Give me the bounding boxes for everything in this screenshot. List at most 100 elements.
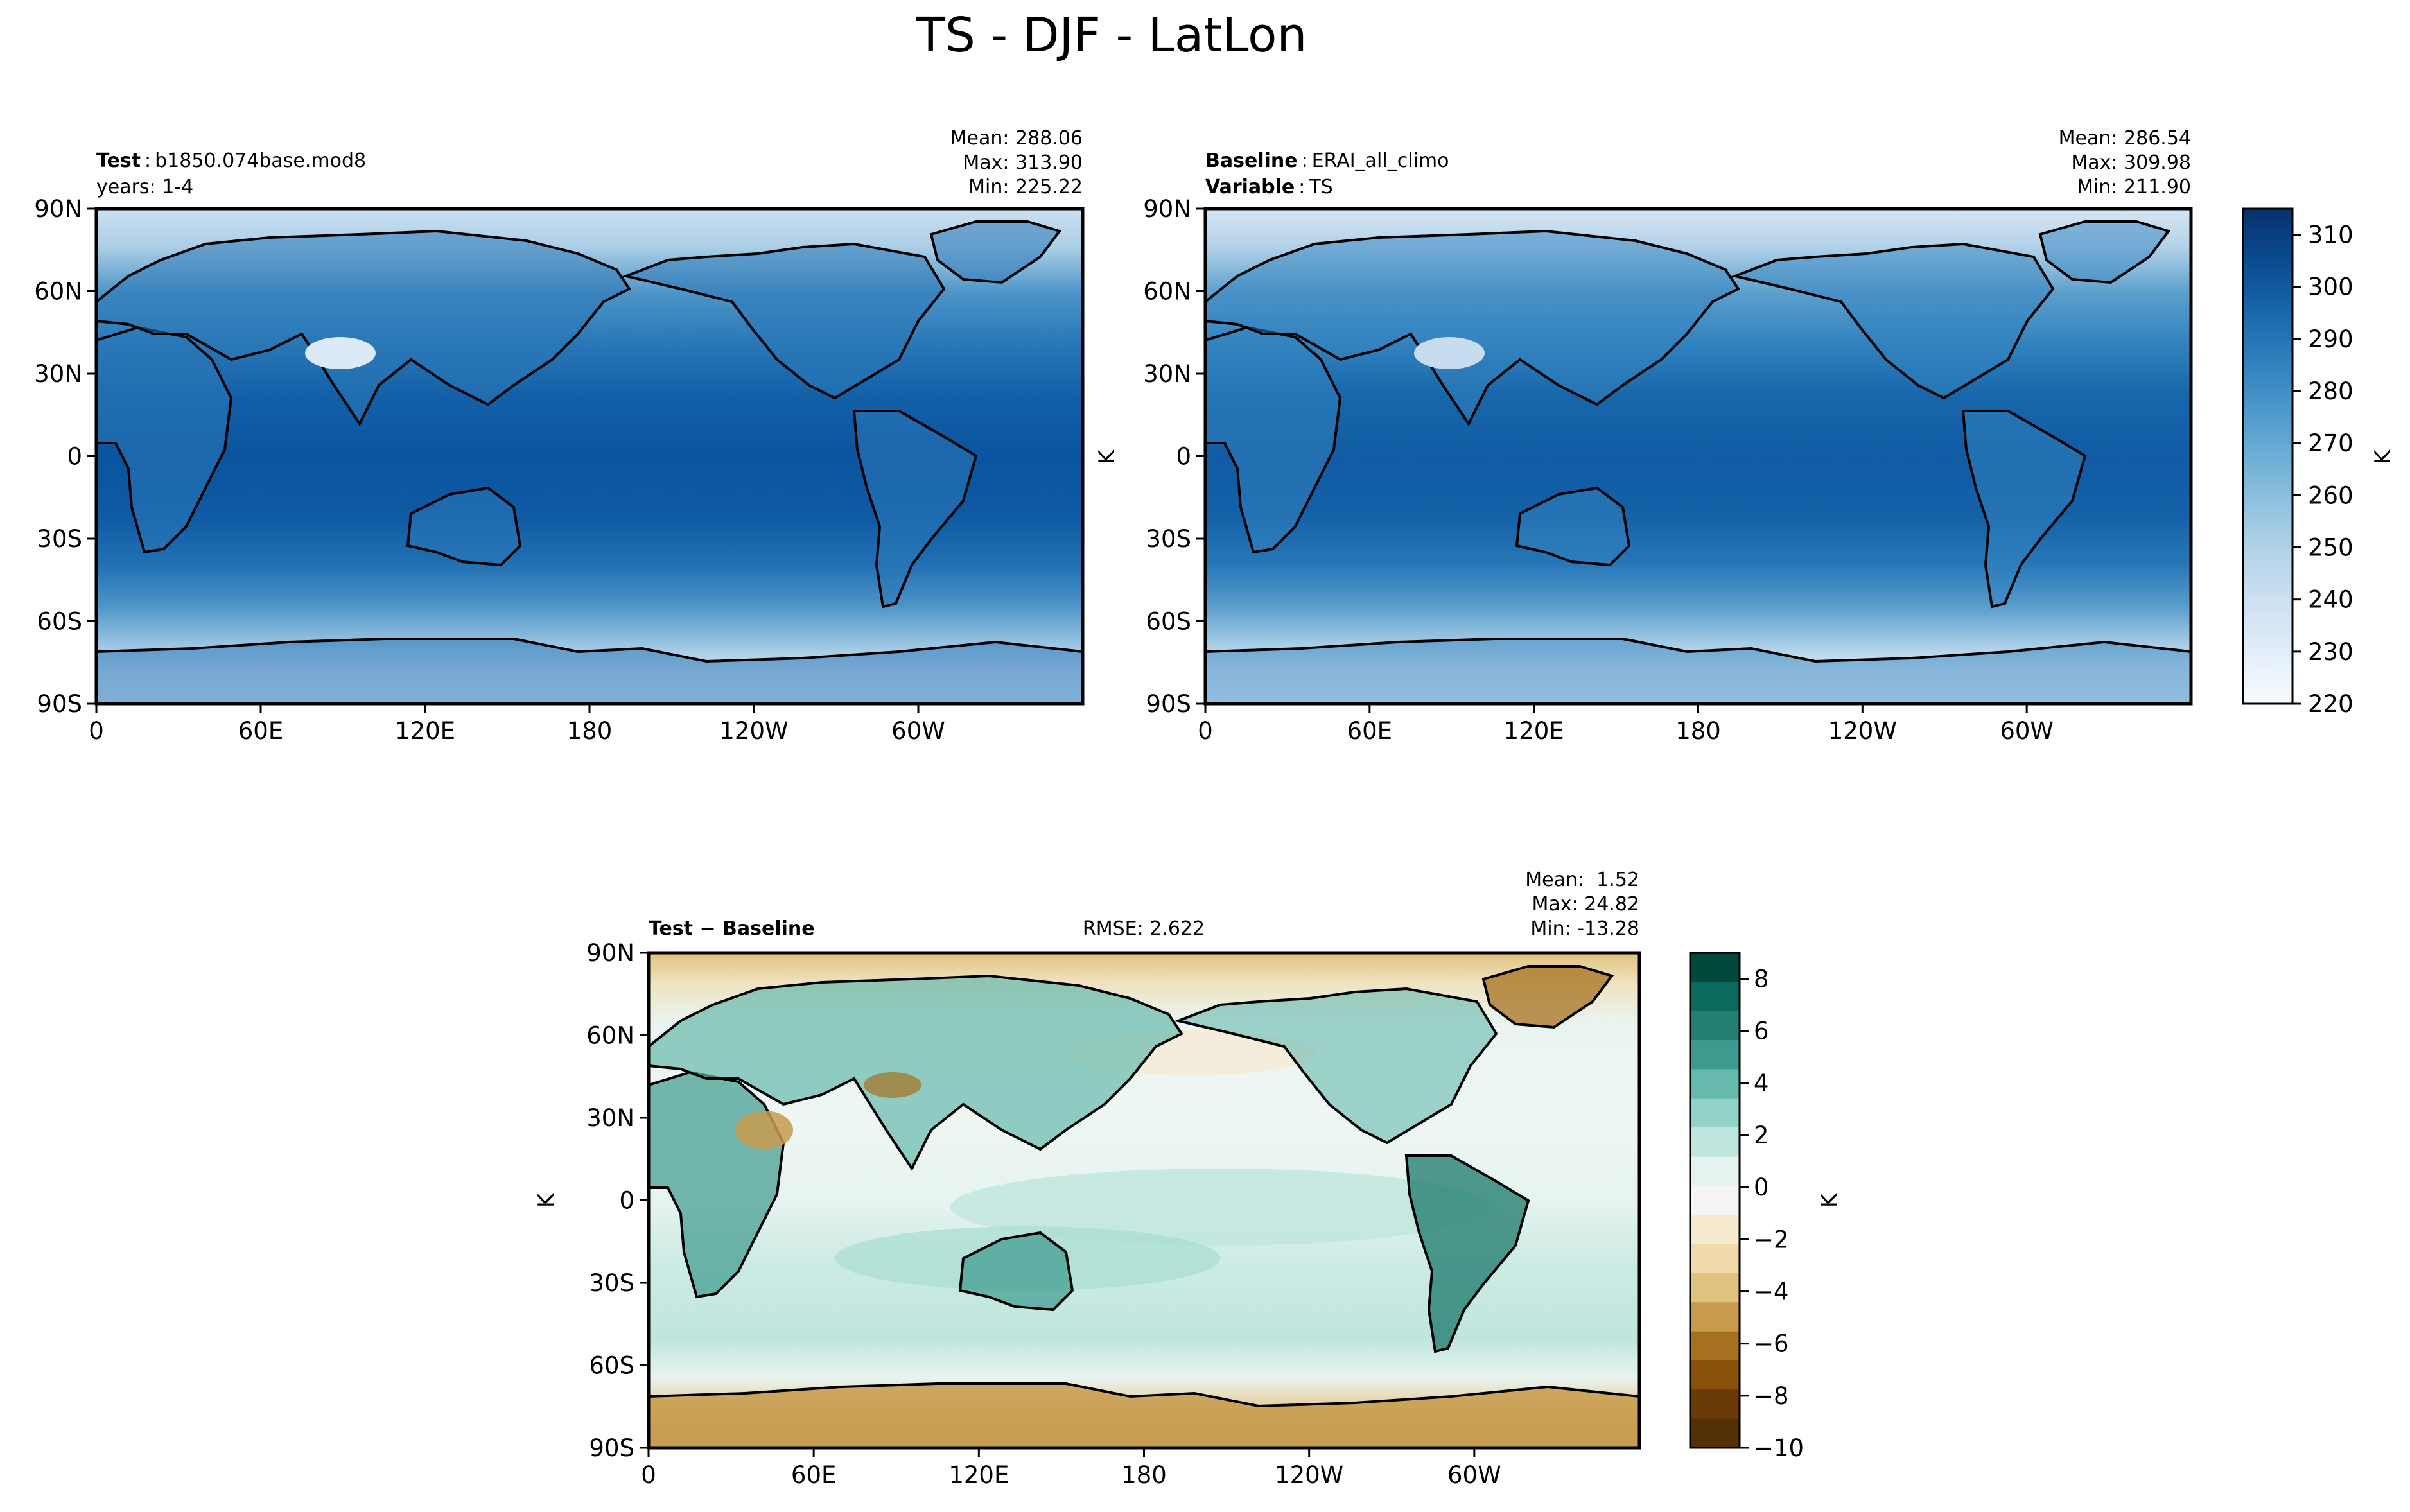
y-tick-label: 90S	[1146, 690, 1191, 718]
colorbar-tick-label: 6	[1754, 1018, 1769, 1045]
colorbar-tick-label: −2	[1754, 1226, 1789, 1253]
x-tick-label: 120W	[1828, 717, 1897, 745]
colorbar-band	[1690, 1302, 1740, 1332]
test-continents	[96, 220, 1083, 704]
test-greenland-outline	[929, 220, 1062, 284]
difference-rmse: RMSE: 2.622	[1083, 917, 1205, 940]
x-tick-label: 120E	[1504, 717, 1564, 745]
difference-colorbar-label: K	[1817, 1192, 1842, 1208]
baseline-africa-outline	[1205, 326, 1342, 554]
colorbar-band	[1690, 1185, 1740, 1215]
x-tick-label: 0	[641, 1461, 656, 1489]
y-tick-label: 0	[619, 1187, 634, 1215]
baseline-panel: Baseline: ERAI_all_climo Variable: TS Mean…	[1094, 127, 2396, 745]
y-tick-label: 30S	[1146, 525, 1191, 553]
y-tick-label: 60N	[586, 1022, 634, 1050]
x-tick-label: 120E	[948, 1461, 1009, 1489]
x-tick-label: 60W	[891, 717, 945, 745]
difference-southamerica-outline	[1404, 1154, 1530, 1353]
baseline-stat-min: Min: 211.90	[2077, 176, 2191, 198]
difference-tibet-warm-spot	[864, 1072, 921, 1098]
baseline-label-value: ERAI_all_climo	[1312, 150, 1449, 172]
difference-greenland-outline	[1481, 965, 1614, 1029]
y-tick-label: 90N	[586, 939, 634, 967]
colorbar-band	[1690, 1418, 1740, 1448]
test-australia-outline	[406, 486, 522, 567]
baseline-y-ticks: 90N 60N 30N 0 30S 60S 90S	[1143, 195, 1205, 718]
colorbar-tick-label: 8	[1754, 966, 1769, 993]
x-tick-label: 60W	[2000, 717, 2054, 745]
colorbar-tick-label: 230	[2308, 638, 2353, 666]
colorbar-tick-label: 300	[2308, 274, 2353, 301]
difference-panel: Test − Baseline RMSE: 2.622 Mean: 1.52 M…	[534, 869, 1842, 1489]
baseline-stat-mean: Mean: 286.54	[2059, 127, 2191, 150]
colorbar-band	[1690, 1244, 1740, 1274]
x-tick-label: 180	[1121, 1461, 1167, 1489]
test-label-value: b1850.074base.mod8	[155, 150, 366, 172]
colorbar-band	[1690, 1127, 1740, 1157]
colorbar-tick-label: 220	[2308, 690, 2353, 718]
x-tick-label: 180	[1675, 717, 1721, 745]
x-tick-label: 120W	[719, 717, 788, 745]
colorbar-band	[1690, 1098, 1740, 1128]
test-label-line2: years: 1-4	[96, 176, 193, 198]
x-tick-label: 0	[1198, 717, 1213, 745]
difference-stat-mean: Mean: 1.52	[1525, 869, 1639, 891]
colorbar-band	[1690, 953, 1740, 982]
baseline-label-line1: Baseline: ERAI_all_climo	[1205, 150, 1449, 172]
test-stat-max: Max: 313.90	[963, 152, 1083, 174]
test-panel: Test: b1850.074base.mod8 years: 1-4 Mean:…	[34, 127, 1085, 745]
colorbar-tick-label: 280	[2308, 378, 2353, 405]
x-tick-label: 60W	[1447, 1461, 1501, 1489]
colorbar-band	[1690, 1360, 1740, 1390]
baseline-label-bold: Baseline	[1205, 150, 1298, 172]
colorbar-tick-label: −10	[1754, 1434, 1804, 1462]
difference-stat-min: Min: -13.28	[1530, 917, 1639, 940]
baseline-australia-outline	[1515, 486, 1631, 567]
y-tick-label: 30N	[586, 1104, 634, 1132]
test-northamerica-outline	[622, 242, 946, 400]
x-tick-label: 60E	[238, 717, 283, 745]
variable-label-value: TS	[1308, 176, 1332, 198]
colorbar-tick-label: 4	[1754, 1070, 1769, 1097]
x-tick-label: 60E	[791, 1461, 836, 1489]
baseline-antarctica-outline	[1205, 638, 2191, 704]
y-tick-label: 0	[1176, 443, 1191, 471]
x-tick-label: 60E	[1347, 717, 1392, 745]
y-tick-label: 0	[67, 443, 82, 471]
baseline-continents	[1205, 220, 2191, 704]
y-tick-label: 60S	[589, 1352, 634, 1380]
colorbar-tick-label: 310	[2308, 222, 2353, 249]
baseline-tibet-cold-spot	[1414, 337, 1485, 369]
colorbar-tick-label: 290	[2308, 326, 2353, 353]
colorbar-tick-label: 0	[1754, 1174, 1769, 1201]
x-tick-label: 120E	[395, 717, 455, 745]
difference-colorbar-frame	[1689, 952, 1741, 1449]
difference-stat-max: Max: 24.82	[1532, 893, 1639, 916]
difference-colorbar: 8 6 4 2 0 −2 −4 −6 −8 −10 K	[1689, 952, 1842, 1462]
test-africa-outline	[96, 326, 233, 554]
difference-eurasia-outline	[649, 974, 1183, 1171]
baseline-greenland-outline	[2038, 220, 2171, 284]
colorbar-band	[1690, 1331, 1740, 1361]
y-tick-label: 30N	[1143, 360, 1191, 388]
baseline-northamerica-outline	[1731, 242, 2055, 400]
test-stat-min: Min: 225.22	[968, 176, 1083, 198]
test-x-ticks: 0 60E 120E 180 120W 60W	[89, 704, 945, 745]
baseline-eurasia-outline	[1205, 229, 1740, 426]
difference-northamerica-outline	[1174, 987, 1498, 1145]
y-tick-label: 90N	[34, 195, 82, 223]
y-tick-label: 60N	[1143, 278, 1191, 306]
colorbar-tick-label: 270	[2308, 430, 2353, 457]
y-tick-label: 30S	[589, 1269, 634, 1297]
colorbar-tick-label: −6	[1754, 1330, 1789, 1358]
difference-tropical-pacific-patch	[950, 1169, 1490, 1246]
colorbar-band	[1690, 1389, 1740, 1420]
y-tick-label: 90S	[37, 690, 82, 718]
colorbar-band	[1690, 1069, 1740, 1099]
baseline-label-line2: Variable: TS	[1205, 176, 1333, 198]
baseline-colorbar-label: K	[2370, 449, 2396, 464]
test-antarctica-outline	[96, 638, 1083, 704]
difference-y-axis-label: K	[534, 1192, 559, 1208]
difference-australia-outline	[958, 1231, 1074, 1312]
